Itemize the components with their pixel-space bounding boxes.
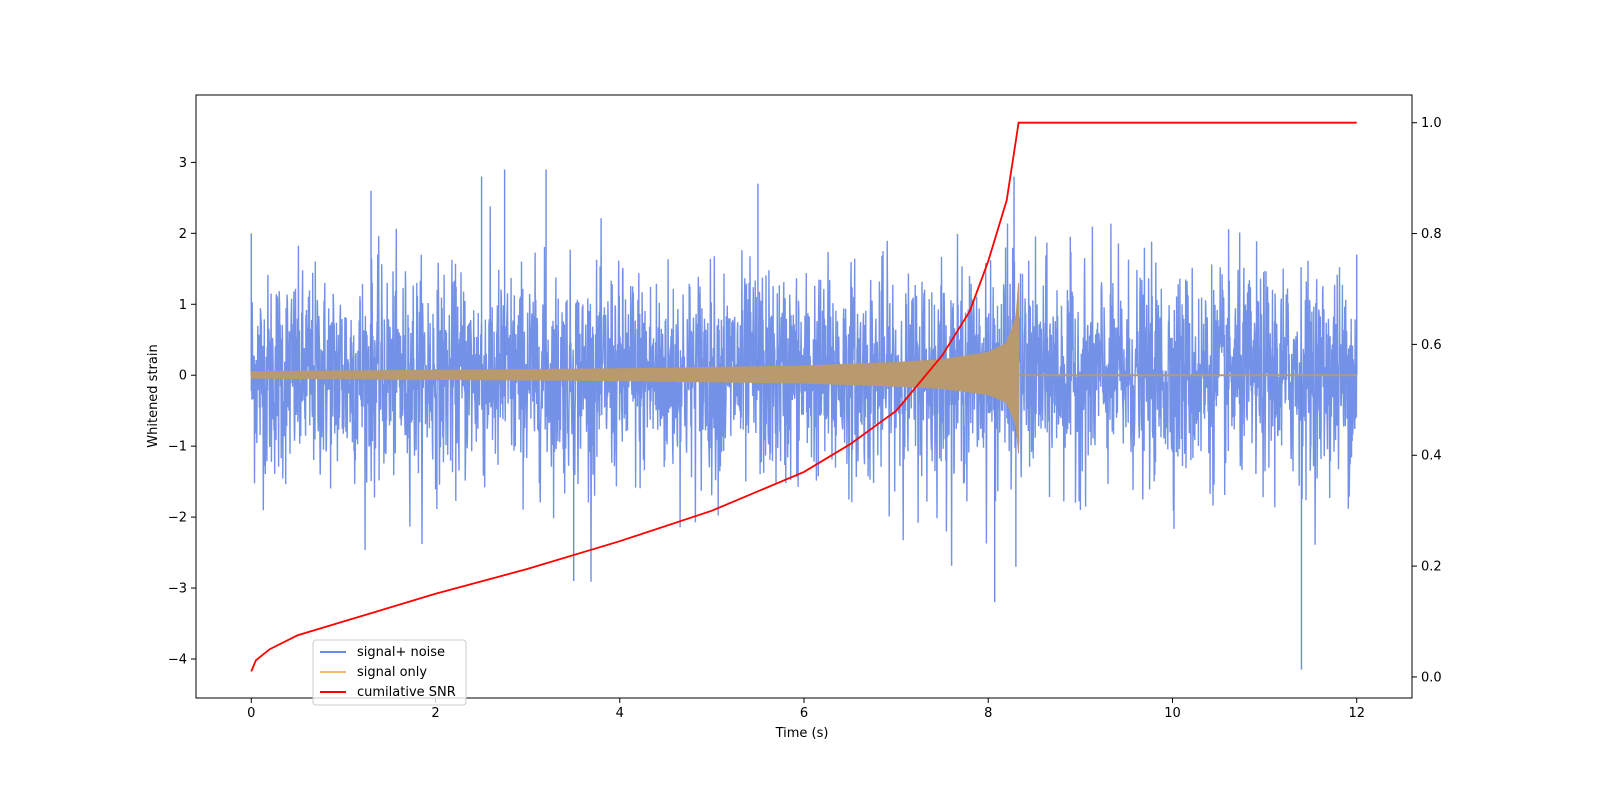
- legend-label-signal-only: signal only: [357, 665, 427, 680]
- legend: signal+ noise signal only cumilative SNR: [312, 639, 467, 706]
- legend-box: [312, 639, 467, 706]
- y-tick-label: −1: [168, 440, 187, 455]
- series-signal-noise-line: [250, 206, 1358, 582]
- legend-label-signal-noise: signal+ noise: [357, 645, 445, 660]
- y-tick-label: 2: [179, 227, 187, 242]
- plot-area: [250, 121, 1358, 672]
- x-tick-label: 6: [800, 706, 808, 721]
- y2-tick-label: 0.0: [1421, 670, 1442, 685]
- y2-tick-label: 0.4: [1421, 449, 1442, 464]
- y-axis-label: Whitened strain: [146, 344, 161, 447]
- y-tick-label: 3: [179, 156, 187, 171]
- x-tick-label: 2: [431, 706, 439, 721]
- y-axis-right: 0.0 0.2 0.4 0.6 0.8 1.0: [1412, 116, 1442, 685]
- y2-tick-label: 0.6: [1421, 338, 1442, 353]
- series-signal-only-envelope: [250, 282, 1020, 454]
- series-cumulative-snr-line: [250, 121, 1357, 672]
- y-tick-label: −2: [168, 511, 187, 526]
- y-tick-label: 0: [179, 369, 187, 384]
- legend-label-cumulative-snr: cumilative SNR: [357, 685, 456, 700]
- y2-tick-label: 1.0: [1421, 116, 1442, 131]
- y2-tick-label: 0.2: [1421, 560, 1442, 575]
- y-tick-label: −3: [168, 582, 187, 597]
- x-axis-label: Time (s): [775, 726, 829, 741]
- y-axis-left: −4 −3 −2 −1 0 1 2 3: [168, 156, 196, 667]
- y-tick-label: −4: [168, 652, 187, 667]
- y2-tick-label: 0.8: [1421, 227, 1442, 242]
- x-tick-label: 12: [1348, 706, 1365, 721]
- x-axis: 0 2 4 6 8 10 12: [247, 698, 1365, 721]
- x-tick-label: 4: [616, 706, 624, 721]
- x-tick-label: 8: [984, 706, 992, 721]
- x-tick-label: 10: [1164, 706, 1181, 721]
- y-tick-label: 1: [179, 298, 187, 313]
- x-tick-label: 0: [247, 706, 255, 721]
